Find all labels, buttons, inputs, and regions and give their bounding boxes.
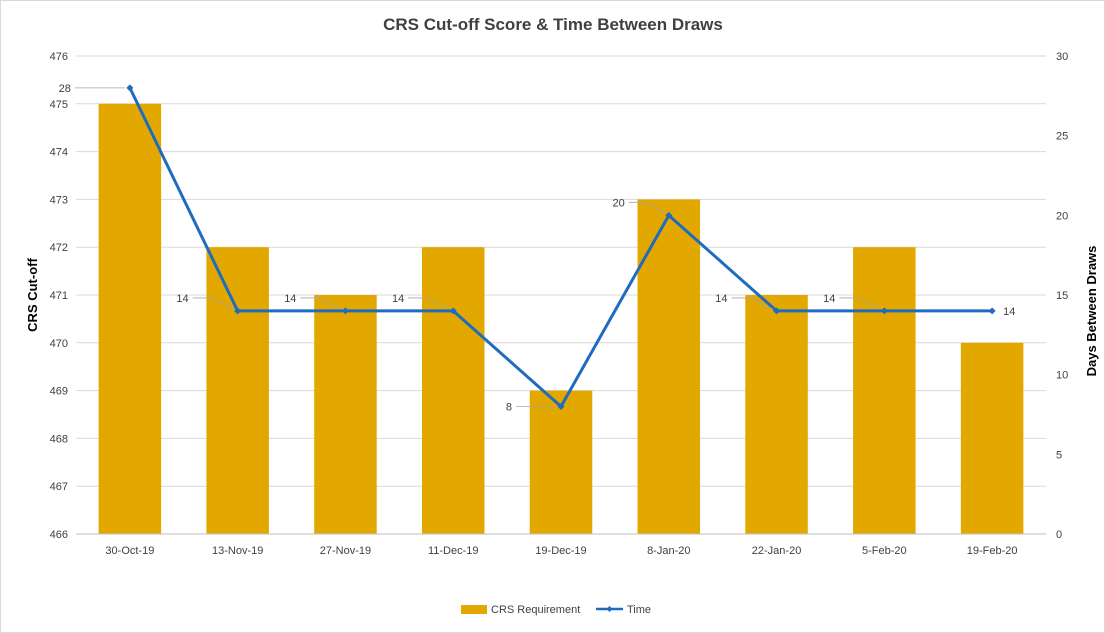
line-series xyxy=(126,84,996,411)
line-point xyxy=(773,307,781,315)
leader-line xyxy=(839,297,881,310)
bar xyxy=(529,390,593,534)
bar xyxy=(314,295,377,534)
bar xyxy=(98,103,162,535)
legend-swatch-crs xyxy=(461,605,487,614)
bar xyxy=(853,247,916,534)
legend: CRS Requirement Time xyxy=(461,604,651,616)
bar-series xyxy=(98,103,1024,535)
y-axis-title: CRS Cut-off xyxy=(25,258,40,332)
bar xyxy=(960,342,1024,534)
line-point xyxy=(880,307,888,315)
y2-tick-label: 0 xyxy=(1056,529,1062,541)
x-tick-label: 13-Nov-19 xyxy=(212,545,263,557)
legend-label-crs: CRS Requirement xyxy=(491,604,580,616)
y2-tick-label: 5 xyxy=(1056,449,1062,461)
y2-tick-label: 20 xyxy=(1056,210,1068,222)
chart-title: CRS Cut-off Score & Time Between Draws xyxy=(383,15,723,34)
x-tick-label: 19-Feb-20 xyxy=(967,545,1018,557)
data-label: 20 xyxy=(613,197,625,209)
x-tick-label: 11-Dec-19 xyxy=(428,545,479,557)
x-tick-label: 30-Oct-19 xyxy=(105,545,154,557)
data-label: 14 xyxy=(284,293,296,305)
line-point xyxy=(341,307,349,315)
leader-line xyxy=(300,297,342,310)
line-point xyxy=(234,307,242,315)
y2-tick-label: 10 xyxy=(1056,370,1068,382)
leader-line xyxy=(628,201,665,214)
x-tick-label: 19-Dec-19 xyxy=(535,545,586,557)
y-tick-label: 475 xyxy=(50,99,68,111)
y-tick-label: 467 xyxy=(50,481,68,493)
data-label: 28 xyxy=(59,83,71,95)
line-point xyxy=(126,84,134,92)
y-tick-label: 471 xyxy=(50,290,68,302)
y-tick-label: 468 xyxy=(50,433,68,445)
data-labels: 28 14 14 14 8 20 14 14 14 xyxy=(59,83,1016,414)
bar xyxy=(745,295,808,534)
legend-marker-time xyxy=(606,606,613,612)
x-tick-label: 22-Jan-20 xyxy=(752,545,802,557)
data-label: 14 xyxy=(176,293,188,305)
y-tick-label: 466 xyxy=(50,529,68,541)
y2-tick-label: 30 xyxy=(1056,51,1068,63)
line-point xyxy=(449,307,457,315)
x-tick-label: 5-Feb-20 xyxy=(862,545,907,557)
leader-line xyxy=(192,297,234,310)
y-tick-label: 473 xyxy=(50,194,68,206)
bar xyxy=(421,247,485,534)
y-tick-label: 470 xyxy=(50,338,68,350)
data-label: 14 xyxy=(1003,306,1015,318)
line-point xyxy=(557,403,565,411)
line-point xyxy=(665,211,673,219)
line-point xyxy=(988,307,996,315)
y2-axis-title: Days Between Draws xyxy=(1084,246,1099,377)
y-tick-label: 476 xyxy=(50,51,68,63)
y2-tick-label: 25 xyxy=(1056,131,1068,143)
y2-tick-label: 15 xyxy=(1056,290,1068,302)
data-label: 14 xyxy=(715,293,727,305)
x-tick-label: 8-Jan-20 xyxy=(647,545,690,557)
bar xyxy=(637,199,701,534)
leader-line xyxy=(731,297,773,310)
y-tick-label: 469 xyxy=(50,386,68,398)
legend-label-time: Time xyxy=(627,604,651,616)
y-tick-label: 472 xyxy=(50,242,68,254)
leader-line xyxy=(408,297,450,310)
data-label: 14 xyxy=(392,293,404,305)
x-tick-label: 27-Nov-19 xyxy=(320,545,371,557)
data-label: 14 xyxy=(823,293,835,305)
bar xyxy=(206,247,269,534)
data-label: 8 xyxy=(506,402,512,414)
y-tick-label: 474 xyxy=(50,147,68,159)
axes: 466 467 468 469 470 471 472 473 474 475 476 0 5 10 15 2… xyxy=(50,51,1069,557)
